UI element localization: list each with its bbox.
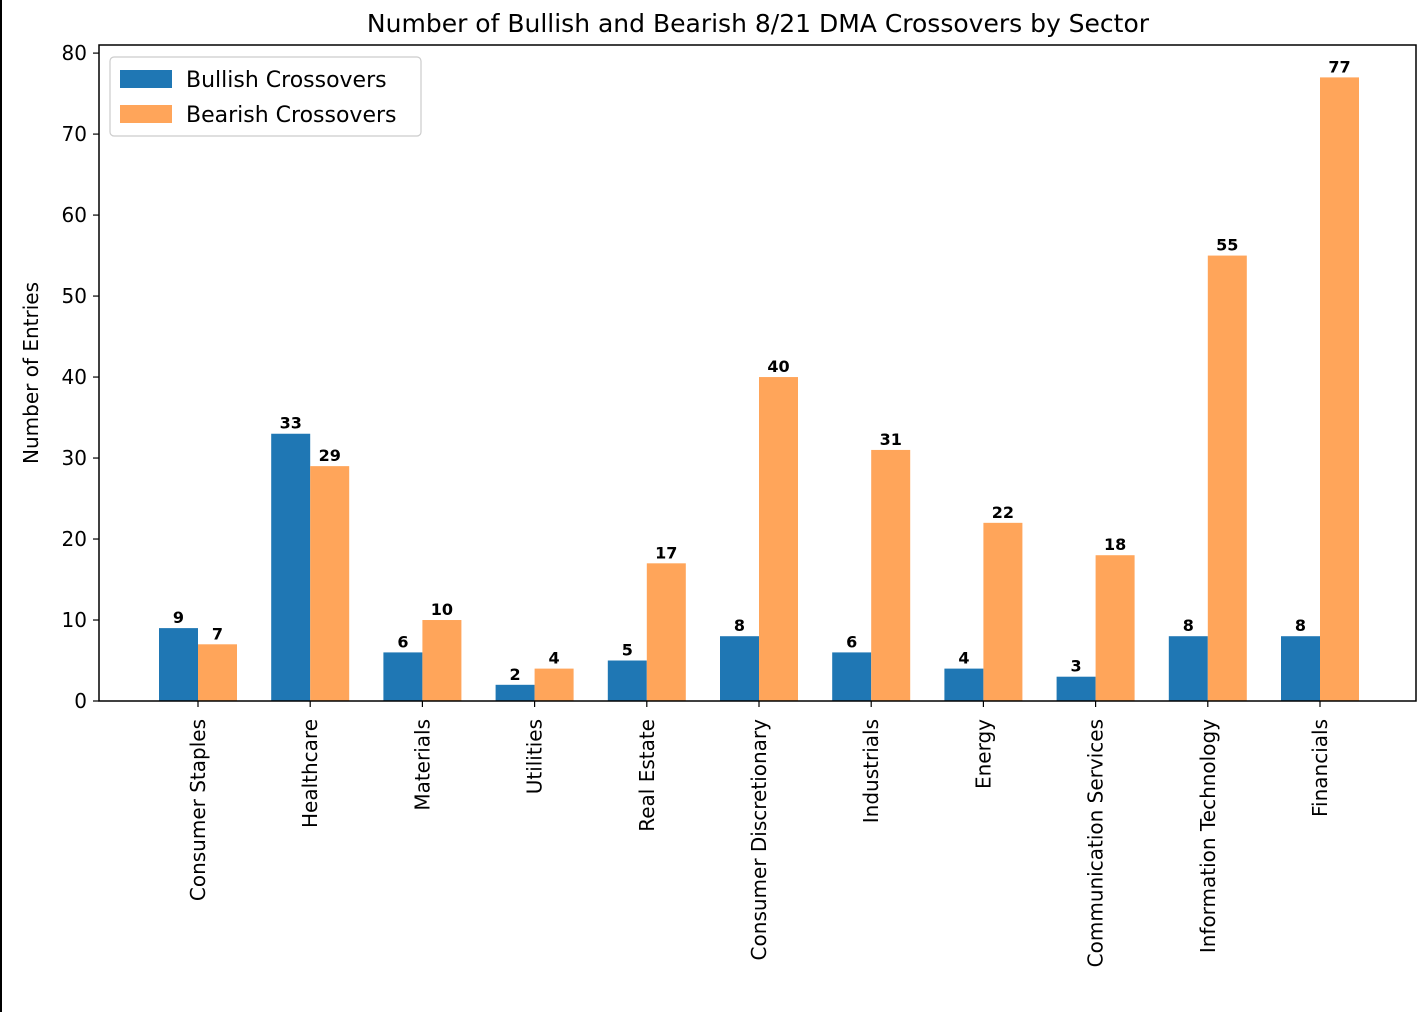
bar-bullish-5: [720, 636, 759, 701]
data-label-bearish-1: 29: [319, 446, 341, 465]
data-labels-group: 9 7 33 29 6 10 2 4 5 17 8 40 6 31 4 22 3 18 8 55 8 77: [173, 57, 1351, 683]
x-tick-label: Materials: [410, 719, 434, 811]
bar-bullish-3: [495, 684, 535, 701]
bar-bearish-6: [871, 449, 911, 701]
legend-label-bullish: Bullish Crossovers: [186, 68, 387, 93]
x-tick-label: Consumer Staples: [186, 719, 210, 901]
y-axis-label: Number of Entries: [19, 282, 43, 464]
x-tick-label: Energy: [971, 719, 995, 789]
data-label-bullish-2: 6: [397, 632, 408, 651]
x-axis-ticks: Consumer Staples Healthcare Materials Utili…: [186, 701, 1332, 967]
data-label-bearish-4: 17: [655, 543, 677, 562]
x-tick-label: Real Estate: [635, 719, 659, 832]
y-tick-label: 50: [62, 284, 87, 308]
data-label-bearish-10: 77: [1328, 57, 1350, 76]
x-tick-label: Industrials: [859, 719, 883, 823]
bars-group: [159, 77, 1359, 701]
data-label-bullish-9: 8: [1183, 616, 1194, 635]
bar-bullish-10: [1281, 636, 1320, 701]
y-tick-label: 70: [62, 122, 87, 146]
bar-bearish-10: [1320, 77, 1359, 701]
data-label-bearish-3: 4: [549, 649, 560, 668]
bar-bearish-1: [310, 466, 350, 701]
data-label-bullish-0: 9: [173, 608, 184, 627]
legend-swatch-bullish: [120, 70, 172, 88]
bar-bearish-0: [198, 644, 237, 701]
y-tick-label: 0: [74, 689, 87, 713]
y-tick-label: 60: [62, 203, 87, 227]
bar-bullish-9: [1168, 636, 1208, 701]
x-tick-label: Consumer Discretionary: [747, 719, 771, 961]
bar-bearish-4: [646, 563, 686, 701]
bar-bearish-3: [534, 668, 574, 701]
data-label-bearish-2: 10: [431, 600, 453, 619]
bar-bearish-2: [422, 620, 462, 701]
legend: Bullish Crossovers Bearish Crossovers: [109, 56, 422, 137]
data-label-bearish-5: 40: [767, 357, 789, 376]
data-label-bullish-3: 2: [510, 665, 521, 684]
y-axis-ticks: 0 10 20 30 40 50 60 70 80: [62, 41, 99, 713]
data-label-bearish-9: 55: [1216, 236, 1238, 255]
data-label-bearish-6: 31: [880, 430, 902, 449]
data-label-bearish-0: 7: [212, 624, 223, 643]
data-label-bearish-7: 22: [992, 503, 1014, 522]
bar-bullish-1: [271, 433, 311, 701]
bar-bullish-2: [383, 652, 423, 701]
data-label-bullish-5: 8: [734, 616, 745, 635]
data-label-bullish-8: 3: [1071, 657, 1082, 676]
bar-bearish-7: [983, 522, 1023, 701]
data-label-bullish-10: 8: [1295, 616, 1306, 635]
bar-bullish-8: [1056, 676, 1096, 701]
bar-bearish-8: [1095, 555, 1135, 701]
x-tick-label: Utilities: [523, 719, 547, 794]
x-tick-label: Information Technology: [1196, 719, 1220, 953]
bar-bearish-5: [759, 377, 798, 701]
plot-area-frame: [98, 44, 1417, 702]
bar-bullish-6: [832, 652, 872, 701]
bar-bullish-4: [607, 660, 647, 701]
y-tick-label: 20: [62, 527, 87, 551]
y-tick-label: 40: [62, 365, 87, 389]
legend-box: [109, 56, 422, 137]
data-label-bullish-4: 5: [622, 641, 633, 660]
legend-label-bearish: Bearish Crossovers: [186, 103, 397, 128]
legend-swatch-bearish: [120, 105, 172, 123]
data-label-bullish-1: 33: [280, 414, 302, 433]
x-tick-label: Healthcare: [298, 719, 322, 828]
y-tick-label: 30: [62, 446, 87, 470]
y-tick-label: 80: [62, 41, 87, 65]
data-label-bullish-6: 6: [846, 632, 857, 651]
data-label-bearish-8: 18: [1104, 535, 1126, 554]
bar-bullish-0: [159, 628, 198, 701]
bar-bearish-9: [1207, 255, 1247, 701]
y-tick-label: 10: [62, 608, 87, 632]
data-label-bullish-7: 4: [958, 649, 969, 668]
bar-bullish-7: [944, 668, 984, 701]
chart-title: Number of Bullish and Bearish 8/21 DMA C…: [367, 9, 1150, 38]
x-tick-label: Communication Services: [1084, 719, 1108, 967]
x-tick-label: Financials: [1308, 719, 1332, 817]
